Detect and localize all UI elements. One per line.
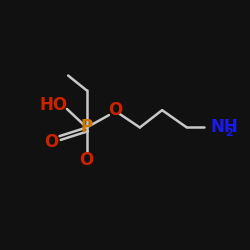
Text: 2: 2 — [226, 128, 233, 138]
Text: O: O — [80, 150, 94, 168]
Text: NH: NH — [210, 118, 238, 136]
Text: O: O — [108, 101, 122, 119]
Text: O: O — [44, 133, 58, 151]
Text: HO: HO — [39, 96, 67, 114]
Text: P: P — [80, 118, 93, 136]
